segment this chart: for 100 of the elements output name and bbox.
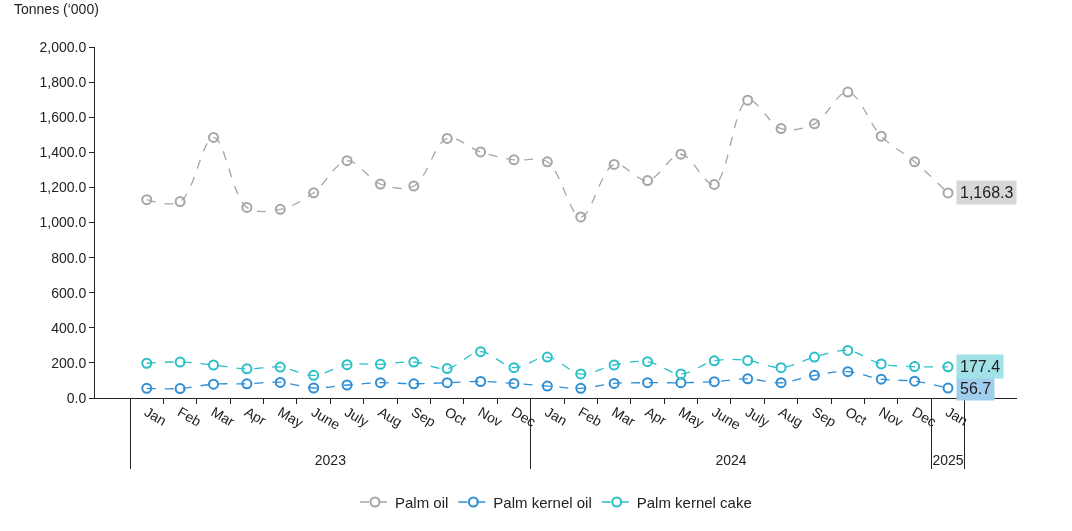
point — [575, 211, 587, 223]
point — [241, 363, 253, 375]
x-tick-label: Dec — [909, 403, 940, 430]
y-tick-label: 1,800.0 — [39, 74, 87, 90]
x-tick-label: May — [675, 403, 707, 431]
point — [541, 156, 553, 168]
point — [942, 361, 954, 373]
y-axis-title: Tonnes (‘000) — [14, 1, 99, 17]
point — [208, 131, 219, 143]
point — [875, 373, 887, 385]
point — [675, 368, 687, 380]
point — [675, 148, 687, 160]
point — [675, 377, 687, 389]
text: 2024 — [715, 452, 747, 469]
point — [642, 356, 654, 368]
point — [408, 356, 420, 368]
y-tick-label: 2,000.0 — [39, 38, 87, 55]
x-tick-label: Feb — [175, 403, 205, 430]
point — [875, 358, 887, 370]
point — [374, 377, 386, 389]
point — [541, 380, 553, 392]
y-tick-label: 1,400.0 — [39, 144, 87, 161]
point — [308, 369, 320, 381]
x-tick-label: Jan — [542, 403, 570, 429]
point — [842, 344, 854, 356]
point — [208, 359, 219, 371]
point — [341, 379, 353, 391]
y-tick-label: 0.0 — [66, 389, 87, 406]
data-label: 1,168.3 — [960, 184, 1014, 201]
point — [508, 362, 520, 374]
point — [909, 361, 921, 373]
point — [174, 196, 186, 208]
x-tick-label: Nov — [876, 403, 906, 430]
legend-label: Palm kernel oil — [493, 493, 592, 511]
point — [842, 366, 854, 378]
point — [742, 94, 754, 106]
x-tick-label: June — [709, 403, 744, 433]
point — [475, 146, 487, 158]
point — [441, 132, 453, 144]
point — [308, 382, 320, 394]
point — [241, 378, 253, 390]
point — [174, 356, 186, 368]
legend-label: Palm oil — [395, 493, 449, 511]
x-tick-label: Feb — [575, 403, 605, 430]
point — [274, 376, 286, 388]
point — [608, 158, 620, 170]
x-tick-label: Jan — [141, 403, 170, 429]
point — [942, 382, 954, 394]
point — [642, 175, 654, 187]
x-tick-label: Aug — [776, 403, 806, 430]
point — [808, 118, 820, 130]
point — [875, 130, 887, 142]
point — [642, 377, 654, 389]
point — [374, 358, 386, 370]
x-tick-label: Mar — [609, 403, 639, 430]
point — [742, 354, 754, 366]
point — [708, 355, 720, 367]
x-tick-label: Sep — [809, 403, 840, 431]
x-tick-label: Oct — [842, 403, 870, 429]
y-tick-label: 1,600.0 — [39, 109, 87, 126]
x-tick-label: Dec — [508, 403, 539, 430]
point — [274, 203, 286, 215]
point — [909, 156, 921, 168]
point — [708, 376, 720, 388]
point — [274, 361, 286, 373]
point — [374, 178, 386, 190]
point — [441, 363, 453, 375]
point — [141, 382, 153, 394]
legend-label: Palm kernel cake — [636, 493, 752, 511]
point — [408, 180, 420, 192]
y-tick-label: 200.0 — [51, 354, 87, 371]
y-tick-label: 400.0 — [51, 319, 87, 336]
point — [408, 378, 420, 390]
point — [808, 369, 820, 381]
data-label: 56.7 — [960, 380, 992, 397]
point — [842, 86, 854, 98]
x-tick-label: July — [742, 403, 773, 430]
point — [775, 362, 787, 374]
x-tick-label: Jan — [943, 403, 971, 429]
y-tick-label: 1,000.0 — [39, 214, 87, 231]
point — [208, 378, 219, 390]
x-tick-label: Nov — [475, 403, 506, 430]
data-label: 177.4 — [960, 358, 1001, 375]
text: 2025 — [932, 452, 964, 469]
y-tick-label: 1,200.0 — [39, 179, 87, 196]
x-tick-label: Apr — [241, 403, 270, 429]
point — [909, 375, 921, 387]
x-tick-label: Sep — [408, 403, 439, 431]
point — [141, 194, 153, 206]
point — [174, 383, 186, 395]
text: 2023 — [314, 452, 347, 469]
point — [341, 359, 353, 371]
point — [475, 346, 487, 358]
x-tick-label: July — [342, 403, 372, 430]
x-tick-label: Apr — [642, 403, 670, 429]
point — [742, 373, 754, 385]
x-tick-label: Oct — [442, 403, 470, 429]
point — [308, 187, 320, 199]
x-tick-label: May — [275, 403, 307, 431]
x-tick-label: Aug — [375, 403, 406, 430]
